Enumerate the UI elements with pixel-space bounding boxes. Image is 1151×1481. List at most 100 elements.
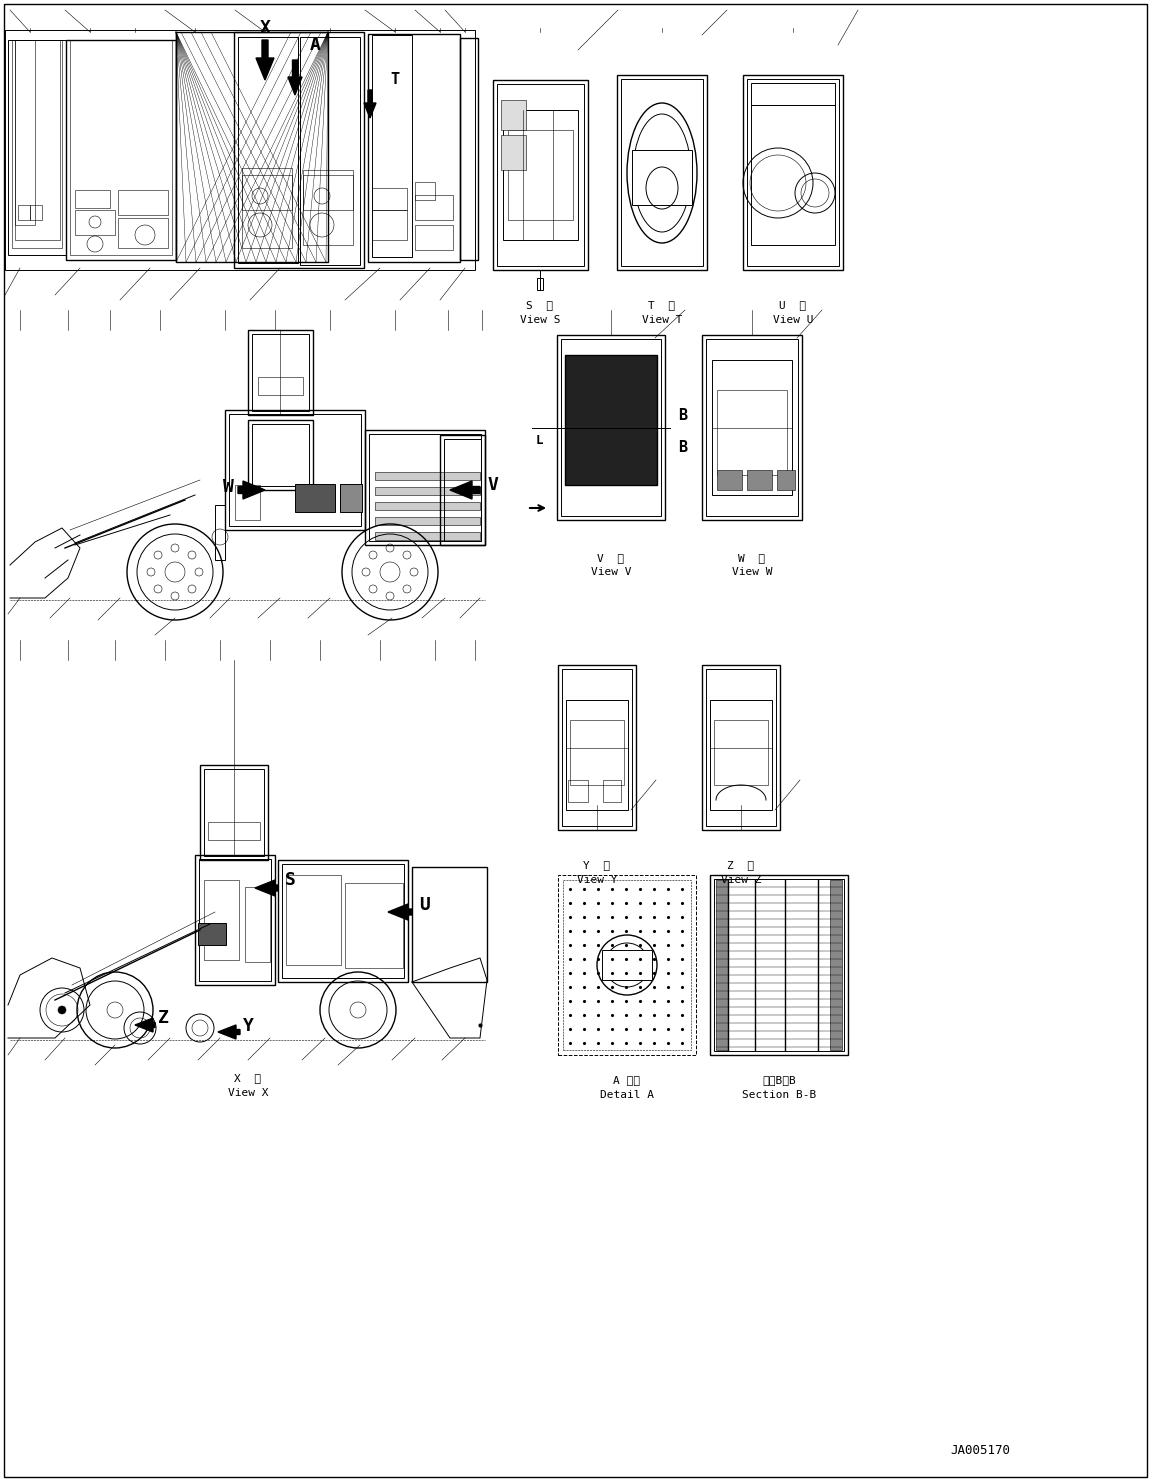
Bar [561, 339, 661, 515]
FancyArrow shape [288, 61, 302, 95]
Bar [565, 355, 657, 484]
Text: Y  視: Y 視 [584, 860, 610, 869]
Bar [303, 170, 353, 244]
Bar [744, 76, 843, 270]
Bar [562, 669, 632, 826]
Text: B: B [678, 440, 687, 456]
Bar [15, 40, 60, 240]
Text: V: V [488, 475, 498, 495]
Bar [710, 701, 772, 810]
Bar [295, 484, 335, 512]
Bar [830, 880, 843, 1050]
Bar [750, 105, 834, 244]
Bar [375, 502, 480, 509]
Bar [229, 415, 361, 526]
Bar [558, 665, 637, 829]
Bar [702, 335, 802, 520]
Bar [303, 175, 353, 210]
Bar [617, 76, 707, 270]
Bar [235, 484, 260, 520]
Bar [558, 875, 696, 1054]
Bar [200, 766, 268, 860]
Text: View X: View X [228, 1089, 268, 1097]
Text: A: A [310, 36, 320, 53]
Bar [538, 278, 543, 290]
Bar [747, 469, 772, 490]
Text: X  視: X 視 [235, 1074, 261, 1083]
Bar [460, 39, 478, 261]
Text: T  視: T 視 [648, 301, 676, 310]
Bar [717, 390, 787, 475]
FancyArrow shape [218, 1025, 241, 1040]
Bar [444, 438, 481, 541]
Bar [365, 429, 485, 545]
Text: View S: View S [520, 315, 561, 324]
Bar [176, 33, 328, 262]
FancyArrow shape [256, 40, 274, 80]
Bar [714, 880, 844, 1052]
Bar [345, 883, 403, 969]
Bar [238, 37, 298, 264]
Bar [714, 720, 768, 785]
Bar [622, 78, 703, 267]
Bar [416, 182, 435, 200]
Bar [368, 34, 460, 262]
Bar [247, 330, 313, 415]
Text: S: S [284, 871, 296, 889]
Bar [375, 517, 480, 524]
Text: W  視: W 視 [739, 552, 765, 563]
Text: Y: Y [243, 1017, 253, 1035]
Text: T: T [390, 73, 399, 87]
Bar [198, 923, 226, 945]
Bar [12, 40, 62, 247]
Bar [706, 339, 798, 515]
Text: S  視: S 視 [526, 301, 554, 310]
Bar [75, 190, 110, 207]
Bar [717, 469, 742, 490]
Bar [602, 949, 651, 980]
Bar [369, 434, 481, 541]
Text: 断面B－B: 断面B－B [762, 1075, 795, 1086]
Bar [75, 210, 115, 235]
Text: View T: View T [642, 315, 683, 324]
Bar [70, 40, 171, 255]
Bar [416, 225, 453, 250]
Bar [710, 875, 848, 1054]
Bar [440, 435, 485, 545]
Bar [372, 188, 407, 210]
Bar [603, 780, 622, 803]
Bar [497, 84, 584, 267]
Text: A 詳細: A 詳細 [613, 1075, 640, 1086]
FancyArrow shape [364, 90, 376, 118]
Bar [195, 855, 275, 985]
Text: L: L [535, 434, 543, 446]
Bar [375, 532, 480, 541]
Bar [8, 40, 66, 255]
Bar [242, 167, 292, 247]
FancyArrow shape [256, 880, 279, 896]
Bar [777, 469, 795, 490]
Bar [252, 335, 308, 412]
Bar [30, 204, 41, 221]
Bar [375, 487, 480, 495]
Bar [372, 210, 407, 240]
Bar [252, 424, 308, 486]
Bar [632, 150, 692, 204]
Bar [215, 505, 224, 560]
FancyArrow shape [450, 481, 480, 499]
Bar [258, 378, 303, 395]
Bar [199, 859, 270, 980]
Text: Detail A: Detail A [600, 1090, 654, 1100]
Bar [557, 335, 665, 520]
Bar [282, 863, 404, 977]
Text: Z: Z [158, 1009, 168, 1026]
Circle shape [620, 958, 634, 972]
Bar [493, 80, 588, 270]
Text: V  視: V 視 [597, 552, 625, 563]
Text: W: W [222, 478, 234, 496]
Text: U: U [420, 896, 430, 914]
Text: View U: View U [772, 315, 814, 324]
Text: Z  視: Z 視 [727, 860, 755, 869]
Bar [279, 860, 407, 982]
Bar [18, 204, 30, 221]
